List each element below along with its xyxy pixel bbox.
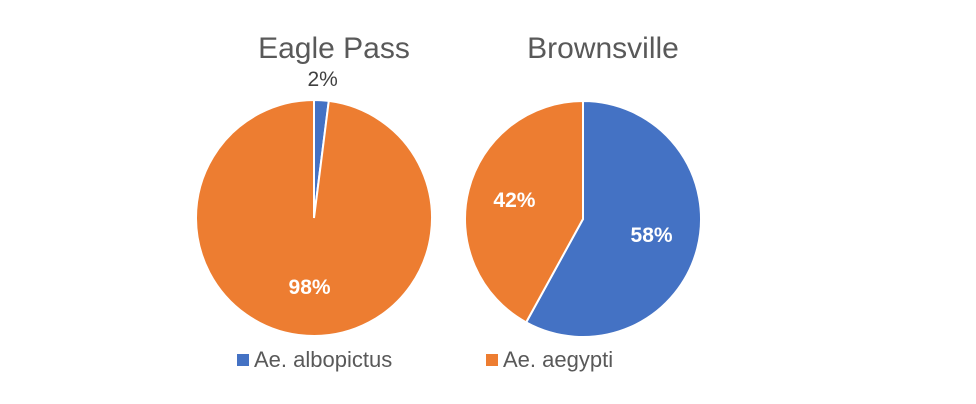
legend-label: Ae. albopictus <box>254 347 392 372</box>
pie-slice <box>464 99 584 324</box>
data-label: 98% <box>289 276 331 299</box>
data-label: 42% <box>493 189 535 212</box>
chart-title: Eagle Pass <box>258 32 410 65</box>
pie-slice <box>195 98 434 337</box>
chart-title: Brownsville <box>527 32 679 65</box>
legend-label: Ae. aegypti <box>503 347 613 372</box>
data-label: 2% <box>307 68 337 91</box>
pie-slice <box>524 99 702 338</box>
legend-swatch <box>486 354 498 366</box>
data-label: 58% <box>631 224 673 247</box>
legend-swatch <box>237 354 249 366</box>
